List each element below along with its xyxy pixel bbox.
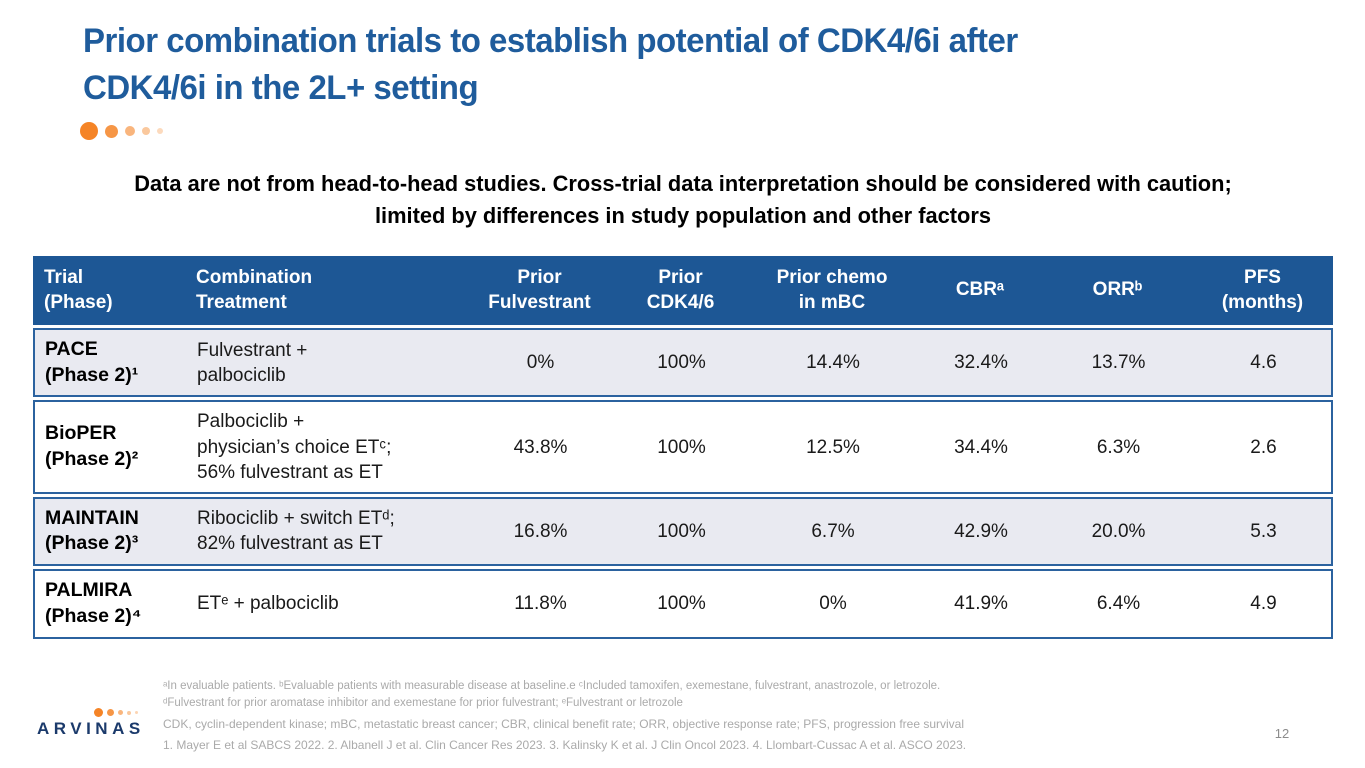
table-row-pace: PACE (Phase 2)¹ Fulvestrant + palbocicli… [33, 328, 1333, 398]
col-header-prior-fulvestrant: Prior Fulvestrant [488, 266, 591, 313]
prior-chemo-cell: 0% [819, 593, 847, 615]
prior-chemo-cell: 6.7% [811, 520, 855, 542]
orr-cell: 20.0% [1091, 520, 1146, 542]
treatment-cell: Palbociclib + physician’s choice ETᶜ; 56… [197, 411, 392, 483]
col-header-prior-chemo: Prior chemo in mBC [776, 266, 888, 313]
treatment-cell: Ribociclib + switch ETᵈ; 82% fulvestrant… [197, 508, 395, 555]
arvinas-logo: ARVINAS [37, 708, 157, 739]
col-header-trial: Trial (Phase) [44, 266, 113, 313]
col-header-orr: ORRᵇ [1092, 279, 1143, 301]
footnote-abbreviations: CDK, cyclin-dependent kinase; mBC, metas… [163, 717, 965, 732]
col-header-prior-cdk46: Prior CDK4/6 [646, 266, 715, 313]
dot-icon [80, 122, 98, 140]
prior-chemo-cell: 12.5% [806, 436, 860, 458]
orr-cell: 13.7% [1091, 352, 1146, 374]
dot-icon [107, 709, 114, 716]
pfs-cell: 2.6 [1250, 436, 1277, 458]
cbr-cell: 42.9% [954, 520, 1008, 542]
trials-table: Trial (Phase) Combination Treatment Prio… [33, 256, 1333, 639]
prior-chemo-cell: 14.4% [806, 352, 860, 374]
col-header-treatment: Combination Treatment [196, 266, 313, 313]
prior-fulvestrant-cell: 0% [526, 352, 555, 374]
trial-name: BioPER (Phase 2)² [45, 422, 139, 471]
prior-cdk46-cell: 100% [657, 436, 706, 458]
prior-fulvestrant-cell: 11.8% [514, 593, 567, 615]
page-number: 12 [1274, 726, 1290, 741]
trial-name: PACE (Phase 2)¹ [45, 338, 139, 386]
pfs-cell: 4.6 [1250, 352, 1277, 374]
pfs-cell: 4.9 [1250, 593, 1277, 615]
orr-cell: 6.3% [1096, 436, 1141, 458]
table-header-row: Trial (Phase) Combination Treatment Prio… [33, 256, 1333, 325]
dot-icon [118, 710, 123, 715]
prior-cdk46-cell: 100% [657, 352, 706, 374]
table-row-maintain: MAINTAIN (Phase 2)³ Ribociclib + switch … [33, 496, 1333, 567]
disclaimer-text: Data are not from head-to-head studies. … [134, 171, 1232, 228]
dot-icon [105, 124, 118, 138]
dot-icon [135, 711, 138, 714]
col-header-cbr: CBRᵃ [955, 279, 1005, 301]
title-accent-dots-icon [80, 122, 163, 140]
cbr-cell: 32.4% [954, 352, 1008, 374]
col-header-pfs: PFS (months) [1221, 266, 1304, 313]
page-title: Prior combination trials to establish po… [83, 22, 1018, 107]
footnotes: ᵃIn evaluable patients. ᵇEvaluable patie… [163, 678, 1243, 752]
table-row-palmira: PALMIRA (Phase 2)⁴ ETᵉ + palbociclib 11.… [33, 569, 1333, 639]
dot-icon [125, 126, 135, 136]
logo-wordmark: ARVINAS [37, 719, 145, 738]
prior-fulvestrant-cell: 43.8% [513, 436, 568, 458]
dot-icon [127, 710, 131, 715]
footnote-references: 1. Mayer E et al SABCS 2022. 2. Albanell… [163, 737, 967, 752]
cbr-cell: 34.4% [954, 436, 1008, 458]
prior-cdk46-cell: 100% [657, 520, 706, 542]
cbr-cell: 41.9% [954, 593, 1008, 615]
logo-dots-icon [37, 708, 157, 717]
table-row-bioper: BioPER (Phase 2)² Palbociclib + physicia… [33, 400, 1333, 494]
dot-icon [142, 127, 150, 135]
treatment-cell: Fulvestrant + palbociclib [197, 339, 308, 386]
treatment-cell: ETᵉ + palbociclib [197, 593, 339, 615]
trial-name: PALMIRA (Phase 2)⁴ [45, 579, 142, 627]
trial-name: MAINTAIN (Phase 2)³ [45, 506, 139, 555]
dot-icon [157, 128, 163, 134]
prior-cdk46-cell: 100% [657, 593, 706, 615]
pfs-cell: 5.3 [1250, 520, 1277, 542]
footnote-definitions: ᵃIn evaluable patients. ᵇEvaluable patie… [163, 680, 941, 709]
dot-icon [94, 708, 103, 717]
orr-cell: 6.4% [1096, 593, 1141, 615]
prior-fulvestrant-cell: 16.8% [513, 520, 568, 542]
